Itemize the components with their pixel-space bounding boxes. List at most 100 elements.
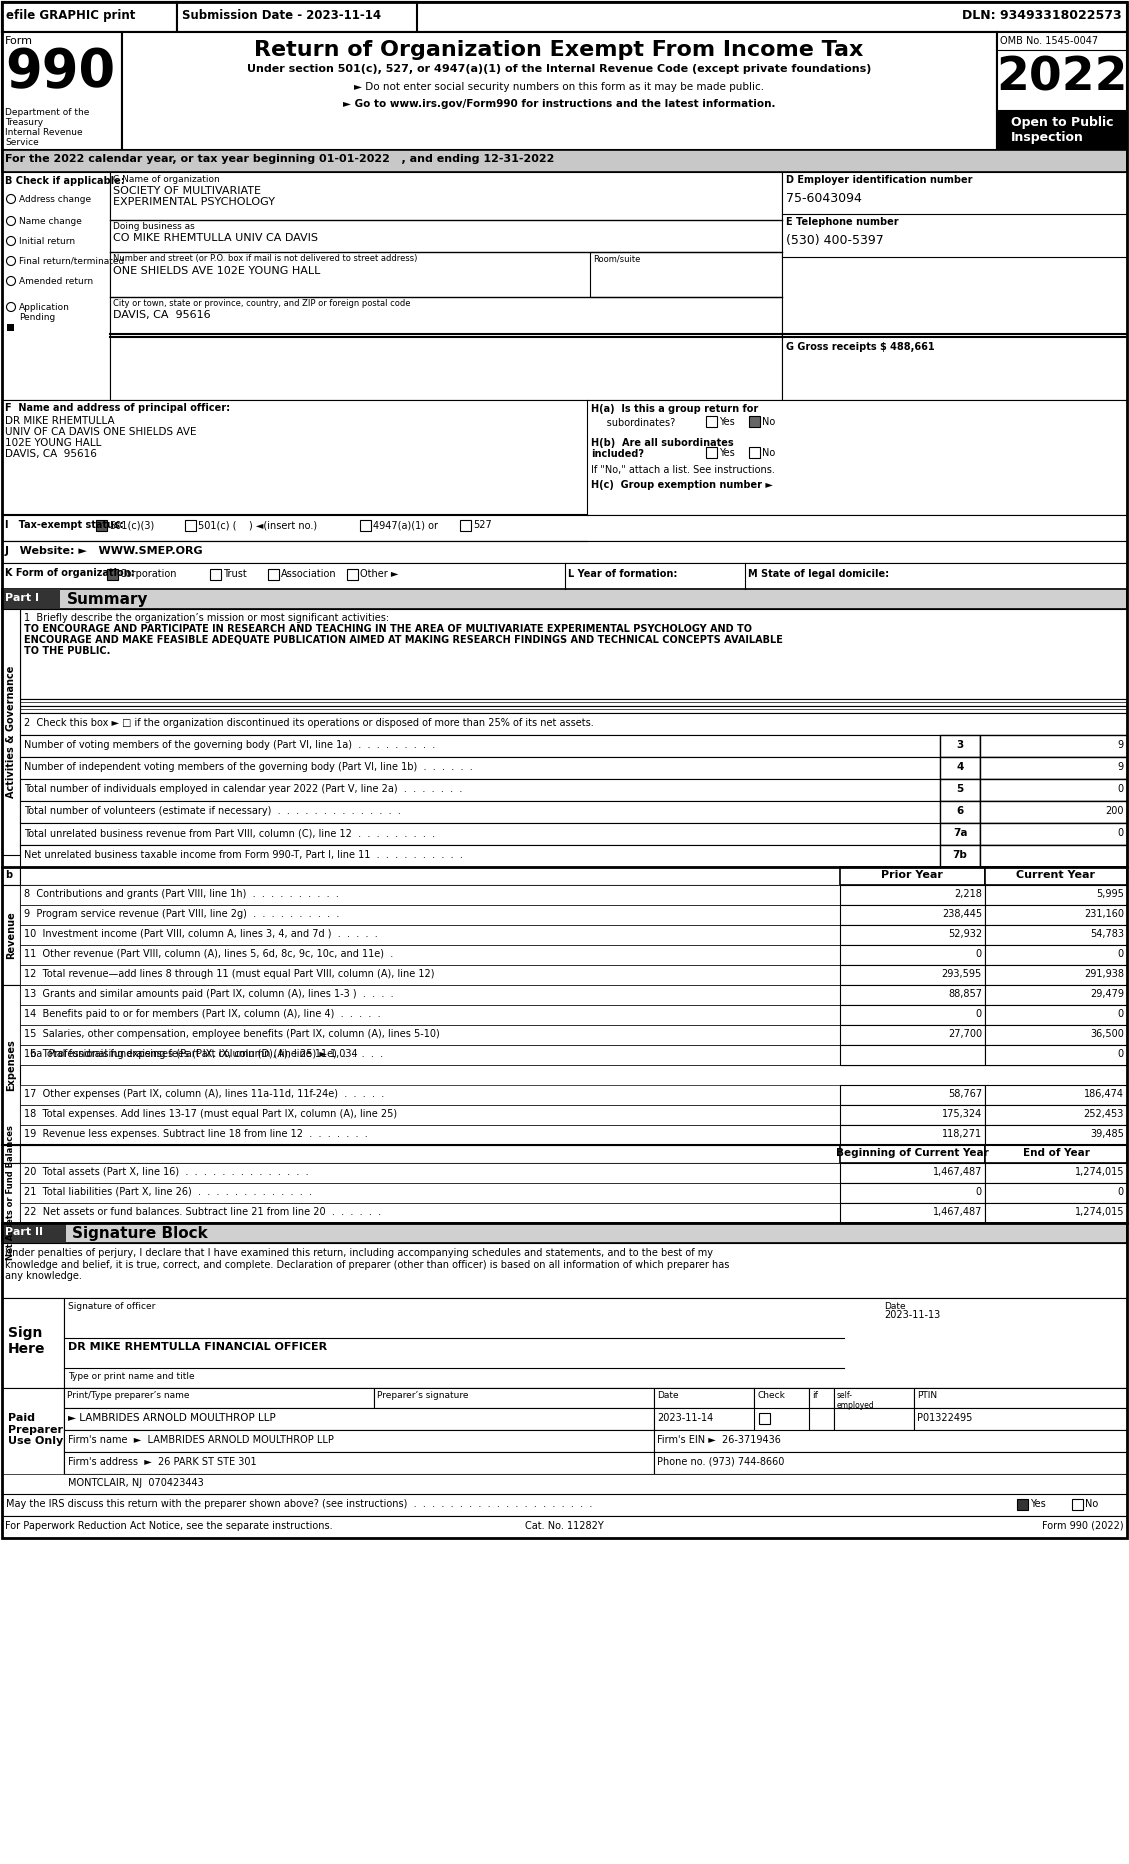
Bar xyxy=(984,925,1127,945)
Text: Trust: Trust xyxy=(224,569,247,580)
Text: F  Name and address of principal officer:: F Name and address of principal officer: xyxy=(5,403,230,414)
Bar xyxy=(2,1297,64,1389)
Text: Form 990 (2022): Form 990 (2022) xyxy=(1042,1521,1124,1530)
Bar xyxy=(20,757,940,779)
Text: Part II: Part II xyxy=(5,1227,43,1238)
Text: TO THE PUBLIC.: TO THE PUBLIC. xyxy=(24,647,111,656)
Bar xyxy=(2,885,20,984)
Bar xyxy=(20,706,1127,714)
Text: L Year of formation:: L Year of formation: xyxy=(568,569,677,580)
Text: C Name of organization: C Name of organization xyxy=(113,175,220,185)
Bar xyxy=(840,1163,984,1184)
Bar xyxy=(984,906,1127,925)
Text: 29,479: 29,479 xyxy=(1089,990,1124,999)
Bar xyxy=(782,171,1127,401)
Text: 17  Other expenses (Part IX, column (A), lines 11a-11d, 11f-24e)  .  .  .  .  .: 17 Other expenses (Part IX, column (A), … xyxy=(24,1089,384,1100)
Bar xyxy=(840,1005,984,1025)
Text: I   Tax-exempt status:: I Tax-exempt status: xyxy=(5,520,124,529)
Text: Yes: Yes xyxy=(1030,1499,1045,1510)
Text: 7b: 7b xyxy=(953,850,968,859)
Text: OMB No. 1545-0047: OMB No. 1545-0047 xyxy=(1000,35,1099,47)
Text: M State of legal domicile:: M State of legal domicile: xyxy=(749,569,890,580)
Text: G Gross receipts $ 488,661: G Gross receipts $ 488,661 xyxy=(786,341,935,352)
Bar xyxy=(749,416,760,427)
Text: 19  Revenue less expenses. Subtract line 18 from line 12  .  .  .  .  .  .  .: 19 Revenue less expenses. Subtract line … xyxy=(24,1130,368,1139)
Bar xyxy=(834,1389,914,1407)
Text: If "No," attach a list. See instructions.: If "No," attach a list. See instructions… xyxy=(590,464,774,475)
Bar xyxy=(840,984,984,1005)
Bar xyxy=(2,2,177,32)
Bar xyxy=(64,1407,654,1430)
Text: 291,938: 291,938 xyxy=(1084,969,1124,979)
Bar xyxy=(840,885,984,906)
Text: 1,274,015: 1,274,015 xyxy=(1075,1167,1124,1176)
Bar xyxy=(984,1184,1127,1202)
Text: B Check if applicable:: B Check if applicable: xyxy=(5,175,124,186)
Text: Application
Pending: Application Pending xyxy=(19,304,70,322)
Text: Net Assets or Fund Balances: Net Assets or Fund Balances xyxy=(7,1126,16,1260)
Text: 10  Investment income (Part VIII, column A, lines 3, 4, and 7d )  .  .  .  .  .: 10 Investment income (Part VIII, column … xyxy=(24,928,378,939)
Text: b: b xyxy=(5,870,12,880)
Bar xyxy=(64,1452,654,1474)
Bar xyxy=(20,885,840,906)
Text: J   Website: ►   WWW.SMEP.ORG: J Website: ► WWW.SMEP.ORG xyxy=(5,546,203,555)
Bar xyxy=(20,824,940,844)
Text: Signature Block: Signature Block xyxy=(72,1227,208,1241)
Bar xyxy=(984,867,1127,885)
Text: 102E YOUNG HALL: 102E YOUNG HALL xyxy=(5,438,102,447)
Text: 2  Check this box ► □ if the organization discontinued its operations or dispose: 2 Check this box ► □ if the organization… xyxy=(24,718,594,729)
Text: Phone no. (973) 744-8660: Phone no. (973) 744-8660 xyxy=(657,1458,785,1467)
Bar xyxy=(984,885,1127,906)
Text: 11  Other revenue (Part VIII, column (A), lines 5, 6d, 8c, 9c, 10c, and 11e)  .: 11 Other revenue (Part VIII, column (A),… xyxy=(24,949,393,958)
Text: 36,500: 36,500 xyxy=(1091,1029,1124,1038)
Bar xyxy=(2,541,1127,563)
Text: Type or print name and title: Type or print name and title xyxy=(68,1372,194,1381)
Text: Address change: Address change xyxy=(19,196,91,203)
Bar xyxy=(980,844,1127,867)
Text: 52,932: 52,932 xyxy=(948,928,982,939)
Bar xyxy=(20,844,940,867)
Text: For Paperwork Reduction Act Notice, see the separate instructions.: For Paperwork Reduction Act Notice, see … xyxy=(5,1521,333,1530)
Text: P01322495: P01322495 xyxy=(917,1413,972,1422)
Text: Open to Public
Inspection: Open to Public Inspection xyxy=(1010,116,1113,144)
Text: 9  Program service revenue (Part VIII, line 2g)  .  .  .  .  .  .  .  .  .  .: 9 Program service revenue (Part VIII, li… xyxy=(24,910,340,919)
Bar xyxy=(840,906,984,925)
Text: 0: 0 xyxy=(1118,1008,1124,1020)
Bar xyxy=(210,569,221,580)
Text: No: No xyxy=(762,418,776,427)
Text: Part I: Part I xyxy=(5,593,40,602)
Bar xyxy=(984,1144,1127,1163)
Bar xyxy=(997,110,1127,149)
Text: 990: 990 xyxy=(5,47,115,99)
Text: 5,995: 5,995 xyxy=(1096,889,1124,898)
Bar xyxy=(20,966,840,984)
Bar xyxy=(177,2,417,32)
Bar xyxy=(984,1046,1127,1064)
Text: Number of independent voting members of the governing body (Part VI, line 1b)  .: Number of independent voting members of … xyxy=(24,762,473,772)
Text: 18  Total expenses. Add lines 13-17 (must equal Part IX, column (A), line 25): 18 Total expenses. Add lines 13-17 (must… xyxy=(24,1109,397,1118)
Bar xyxy=(706,447,717,459)
Bar xyxy=(2,149,1127,171)
Text: 0: 0 xyxy=(1118,949,1124,958)
Bar xyxy=(2,2,1127,1538)
Bar xyxy=(20,610,1127,699)
Bar xyxy=(834,1407,914,1430)
Bar xyxy=(20,925,840,945)
Text: 501(c)(3): 501(c)(3) xyxy=(110,520,155,529)
Text: 58,767: 58,767 xyxy=(948,1089,982,1100)
Bar xyxy=(64,1389,374,1407)
Text: Total number of individuals employed in calendar year 2022 (Part V, line 2a)  . : Total number of individuals employed in … xyxy=(24,785,463,794)
Bar xyxy=(840,966,984,984)
Text: MONTCLAIR, NJ  070423443: MONTCLAIR, NJ 070423443 xyxy=(68,1478,203,1487)
Text: Initial return: Initial return xyxy=(19,237,76,246)
Text: Total number of volunteers (estimate if necessary)  .  .  .  .  .  .  .  .  .  .: Total number of volunteers (estimate if … xyxy=(24,805,401,816)
Bar xyxy=(2,514,1127,541)
Text: 293,595: 293,595 xyxy=(942,969,982,979)
Bar xyxy=(840,1085,984,1105)
Text: K Form of organization:: K Form of organization: xyxy=(5,569,134,578)
Bar xyxy=(2,867,20,885)
Text: 186,474: 186,474 xyxy=(1084,1089,1124,1100)
Bar xyxy=(360,520,371,531)
Text: 1,467,487: 1,467,487 xyxy=(933,1208,982,1217)
Bar xyxy=(64,1297,1127,1389)
